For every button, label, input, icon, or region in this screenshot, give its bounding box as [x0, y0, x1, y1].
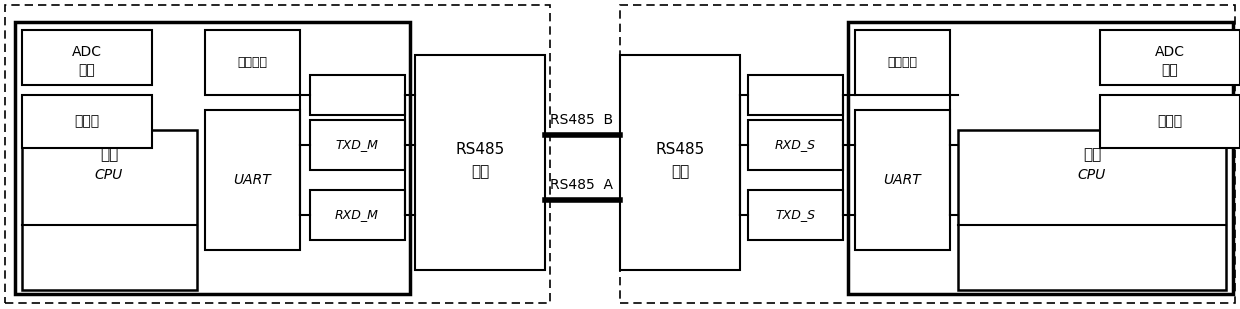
- Bar: [856, 30, 950, 95]
- Text: 采样: 采样: [1162, 63, 1178, 77]
- Bar: [1100, 30, 1240, 85]
- Bar: [310, 120, 405, 170]
- Text: RS485: RS485: [656, 142, 704, 158]
- Text: 芯片: 芯片: [471, 164, 489, 180]
- Text: RS485  A: RS485 A: [551, 178, 614, 192]
- Bar: [22, 130, 197, 290]
- Bar: [1100, 95, 1240, 148]
- Text: 定时器: 定时器: [1157, 114, 1183, 128]
- Bar: [5, 5, 551, 303]
- Text: ADC: ADC: [1154, 45, 1185, 59]
- Bar: [848, 22, 1233, 294]
- Text: 采样: 采样: [78, 63, 95, 77]
- Bar: [620, 55, 740, 270]
- Bar: [205, 110, 300, 250]
- Bar: [959, 130, 1226, 290]
- Text: UART: UART: [233, 173, 270, 187]
- Bar: [856, 110, 950, 250]
- Text: 从机: 从机: [1083, 147, 1101, 163]
- Bar: [15, 22, 410, 294]
- Text: RXD_S: RXD_S: [775, 138, 816, 151]
- Bar: [748, 75, 843, 115]
- Text: TXD_M: TXD_M: [336, 138, 378, 151]
- Text: UART: UART: [883, 173, 921, 187]
- Bar: [310, 75, 405, 115]
- Text: RS485: RS485: [455, 142, 505, 158]
- Bar: [748, 190, 843, 240]
- Bar: [22, 95, 153, 148]
- Text: RXD_M: RXD_M: [335, 209, 379, 222]
- Text: 芯片: 芯片: [671, 164, 689, 180]
- Bar: [310, 190, 405, 240]
- Bar: [748, 120, 843, 170]
- Text: 外部中断: 外部中断: [887, 56, 918, 69]
- Bar: [22, 30, 153, 85]
- Text: ADC: ADC: [72, 45, 102, 59]
- Bar: [205, 30, 300, 95]
- Text: TXD_S: TXD_S: [775, 209, 815, 222]
- Text: CPU: CPU: [1078, 168, 1106, 182]
- Bar: [415, 55, 546, 270]
- Text: RS485  B: RS485 B: [551, 113, 614, 127]
- Text: 主机: 主机: [100, 147, 118, 163]
- Bar: [620, 5, 1235, 303]
- Text: 外部中断: 外部中断: [237, 56, 267, 69]
- Text: CPU: CPU: [95, 168, 123, 182]
- Text: 定时器: 定时器: [74, 114, 99, 128]
